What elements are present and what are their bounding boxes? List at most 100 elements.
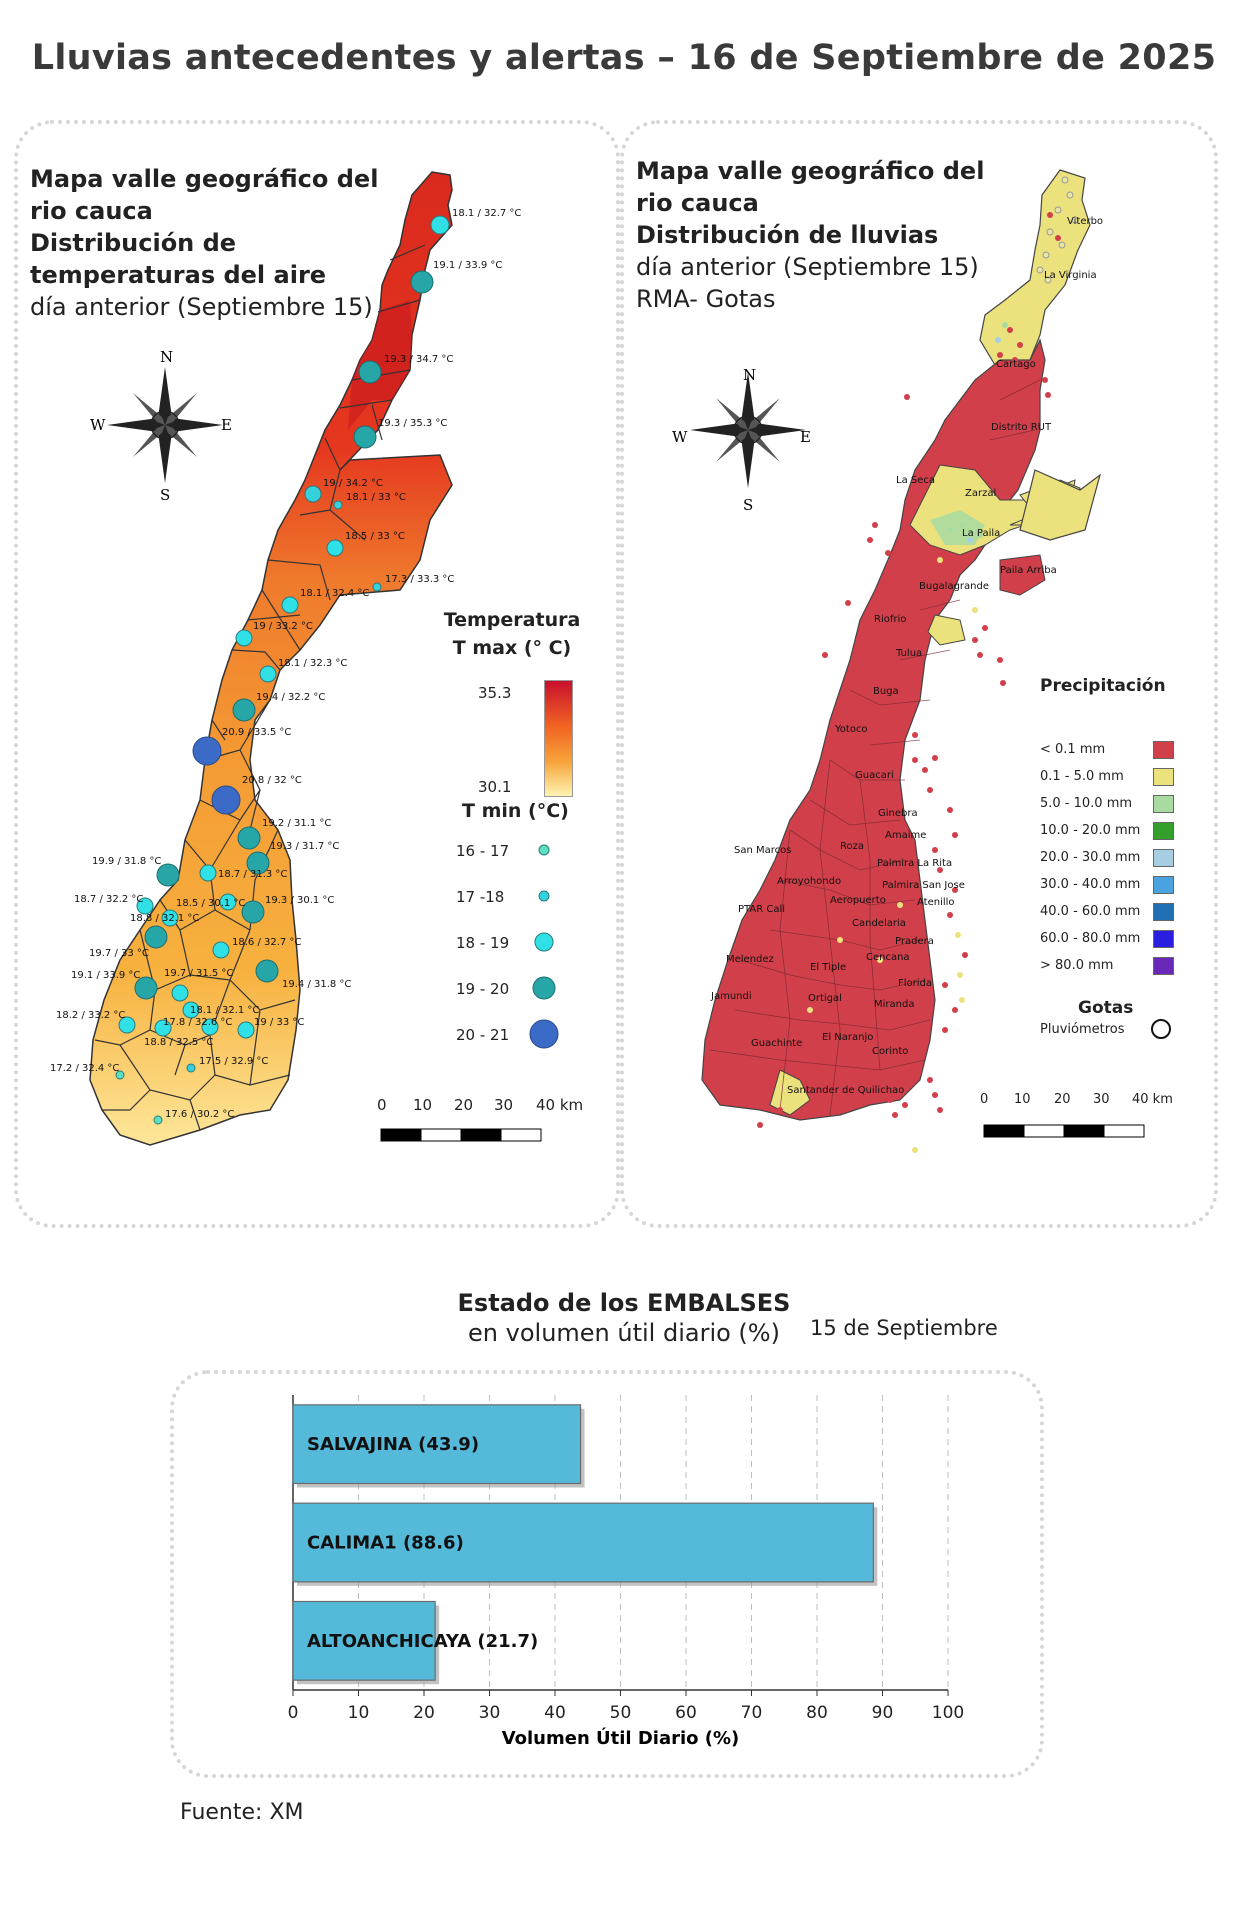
tmin-legend-circle: [529, 1019, 559, 1049]
x-tick-label: 0: [288, 1703, 299, 1723]
place-label: Cencana: [866, 952, 910, 963]
place-label: Miranda: [874, 999, 914, 1010]
x-tick-label: 50: [610, 1703, 632, 1723]
scale-label: 0: [377, 1096, 387, 1114]
precip-legend-item: 20.0 - 30.0 mm: [1040, 850, 1141, 865]
place-label: Jamundi: [710, 991, 752, 1002]
place-label: El Tiple: [810, 962, 846, 973]
compass-rose-icon: [107, 367, 223, 483]
x-tick-label: 60: [675, 1703, 697, 1723]
station-label: 17.3 / 33.3 °C: [385, 574, 454, 585]
place-label: Guacari: [855, 770, 894, 781]
chart-title-line1: Estado de los EMBALSES: [457, 1289, 791, 1317]
station-label: 19.3 / 34.7 °C: [384, 354, 453, 365]
compass-s: S: [743, 496, 753, 514]
precip-swatch: [1153, 849, 1174, 867]
station-label: 19 / 33.2 °C: [253, 621, 313, 632]
place-label: Palmira La Rita: [877, 858, 952, 869]
station-label: 19.3 / 31.7 °C: [270, 841, 339, 852]
temp-legend-min: 30.1: [478, 778, 512, 796]
compass-w: W: [672, 428, 688, 446]
place-label: Santander de Quilichao: [787, 1085, 904, 1096]
bar-label: CALIMA1 (88.6): [307, 1533, 464, 1554]
station-marker: [241, 900, 265, 924]
station-label: 18.2 / 33.2 °C: [56, 1010, 125, 1021]
place-label: Arroyohondo: [777, 876, 841, 887]
chart-title-line2: en volumen útil diario (%): [468, 1319, 780, 1347]
temp-subtitle-line2: temperaturas del aire: [30, 261, 327, 289]
station-marker: [333, 500, 343, 510]
place-label: El Naranjo: [822, 1032, 873, 1043]
station-marker: [304, 485, 322, 503]
x-tick-label: 10: [348, 1703, 370, 1723]
precip-swatch: [1153, 903, 1174, 921]
temperature-stations: [115, 215, 450, 1125]
scale-label: 0: [980, 1092, 989, 1107]
station-marker: [182, 1001, 200, 1019]
station-marker: [237, 826, 261, 850]
station-marker: [171, 984, 189, 1002]
compass-rose-icon: [690, 372, 806, 488]
station-marker: [154, 1019, 172, 1037]
precip-legend-item: 0.1 - 5.0 mm: [1040, 769, 1124, 784]
page-title: Lluvias antecedentes y alertas – 16 de S…: [31, 38, 1217, 78]
station-marker: [353, 425, 377, 449]
station-label: 19 / 34.2 °C: [323, 478, 383, 489]
place-label: Ginebra: [878, 808, 918, 819]
tmin-legend-item: 18 - 19: [456, 934, 510, 952]
precip-legend-item: 40.0 - 60.0 mm: [1040, 904, 1141, 919]
station-label: 19.7 / 33 °C: [89, 948, 149, 959]
place-label: Riofrio: [874, 614, 906, 625]
tmin-legend-symbols: [529, 844, 559, 1049]
temp-legend-gradient: [544, 680, 573, 797]
station-marker: [219, 893, 237, 911]
station-label: 17.5 / 32.9 °C: [199, 1056, 268, 1067]
scale-label: 10: [413, 1096, 433, 1114]
temperature-map-title: Mapa valle geográfico del rio cauca Dist…: [30, 163, 430, 323]
temperature-map-panel: [14, 120, 620, 1228]
scale-bar: [380, 1128, 542, 1142]
station-marker: [235, 629, 253, 647]
rain-title-line2: rio cauca: [636, 189, 759, 217]
scale-label: 40 km: [1132, 1092, 1173, 1107]
rain-subtitle-bold: Distribución de lluvias: [636, 221, 939, 249]
station-marker: [281, 596, 299, 614]
tmin-legend-circle: [532, 976, 556, 1000]
x-tick-label: 90: [872, 1703, 894, 1723]
station-marker: [430, 215, 450, 235]
precip-legend-item: 5.0 - 10.0 mm: [1040, 796, 1133, 811]
place-label: Florida: [898, 978, 932, 989]
station-label: 19.1 / 33.9 °C: [71, 970, 140, 981]
station-label: 18.7 / 31.3 °C: [218, 869, 287, 880]
rain-title-line1: Mapa valle geográfico del: [636, 157, 985, 185]
x-tick-label: 30: [479, 1703, 501, 1723]
scale-label: 20: [454, 1096, 474, 1114]
station-label: 19.9 / 31.8 °C: [92, 856, 161, 867]
station-marker: [255, 959, 279, 983]
x-tick-label: 20: [413, 1703, 435, 1723]
station-marker: [199, 864, 217, 882]
rainfall-map-panel: [620, 120, 1218, 1228]
compass-e: E: [221, 416, 232, 434]
station-marker: [358, 360, 382, 384]
x-tick-label: 100: [932, 1703, 964, 1723]
station-label: 18.5 / 33 °C: [345, 531, 405, 542]
tmin-legend-circle: [538, 890, 550, 902]
place-label: Palmira San Jose: [882, 880, 965, 891]
place-label: Zarzal: [965, 488, 996, 499]
tmin-legend-item: 16 - 17: [456, 842, 510, 860]
place-label: La Seca: [896, 475, 935, 486]
place-label: Pradera: [895, 936, 934, 947]
station-marker: [326, 539, 344, 557]
bar: [292, 1600, 436, 1681]
scale-label: 40 km: [536, 1096, 584, 1114]
station-marker: [186, 1063, 196, 1073]
compass-s: S: [160, 486, 170, 504]
station-marker: [232, 698, 256, 722]
bar: [292, 1404, 582, 1485]
x-tick-label: 40: [544, 1703, 566, 1723]
station-marker: [201, 1018, 219, 1036]
tmin-legend-circle: [534, 932, 554, 952]
place-label: Roza: [840, 841, 864, 852]
